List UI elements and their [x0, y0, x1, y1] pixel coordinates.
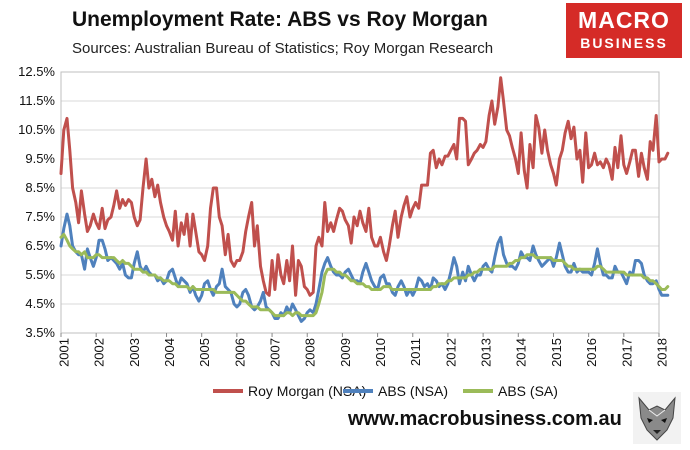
x-tick-label: 2015 — [549, 338, 564, 367]
y-tick-label: 12.5% — [18, 64, 55, 79]
x-tick-label: 2016 — [584, 338, 599, 367]
x-tick-label: 2006 — [232, 338, 247, 367]
x-tick-label: 2004 — [162, 338, 177, 367]
axes: 3.5% 4.5% 5.5% 6.5% 7.5% 8.5% 9.5% 10.5% 11.5% 12… — [18, 64, 669, 367]
y-tick-label: 11.5% — [19, 93, 55, 108]
x-tick-label: 2003 — [127, 338, 142, 367]
x-tick-label: 2011 — [408, 338, 423, 366]
legend-label: ABS (SA) — [498, 383, 558, 399]
x-tick-label: 2005 — [197, 338, 212, 367]
y-tick-label: 5.5% — [25, 267, 55, 282]
gridlines — [61, 71, 659, 334]
series-line-abs-sa — [59, 232, 670, 318]
x-tick-label: 2010 — [373, 338, 388, 367]
website-url: www.macrobusiness.com.au — [348, 408, 622, 430]
plot-frame — [60, 71, 660, 334]
x-tick-label: 2012 — [443, 338, 458, 367]
x-tick-label: 2013 — [479, 338, 494, 367]
x-tick-label: 2001 — [56, 338, 71, 367]
x-tick-label: 2017 — [619, 338, 634, 367]
y-tick-label: 7.5% — [25, 209, 55, 224]
x-tick-label: 2018 — [654, 338, 669, 367]
legend-label: ABS (NSA) — [378, 383, 448, 399]
macrobusiness-logo: MACRO BUSINESS — [566, 3, 682, 58]
x-tick-label: 2009 — [338, 338, 353, 367]
y-tick-label: 9.5% — [25, 151, 55, 166]
line-chart: 3.5% 4.5% 5.5% 6.5% 7.5% 8.5% 9.5% 10.5% 11.5% 12… — [18, 64, 670, 399]
legend: Roy Morgan (NSA) ABS (NSA) ABS (SA) — [213, 383, 558, 399]
logo-line-1: MACRO — [578, 7, 670, 33]
series-line-roy-morgan-nsa — [59, 76, 670, 297]
x-tick-label: 2008 — [303, 338, 318, 367]
legend-label: Roy Morgan (NSA) — [248, 383, 366, 399]
x-tick-label: 2007 — [267, 338, 282, 367]
chart-subtitle: Sources: Australian Bureau of Statistics… — [72, 40, 494, 57]
y-tick-label: 6.5% — [25, 238, 55, 253]
y-tick-label: 3.5% — [25, 325, 55, 340]
y-tick-label: 10.5% — [18, 122, 55, 137]
y-tick-label: 8.5% — [25, 180, 55, 195]
chart-title: Unemployment Rate: ABS vs Roy Morgan — [72, 8, 488, 31]
series-lines — [59, 76, 670, 323]
wolf-mascot-icon — [633, 392, 681, 444]
logo-line-2: BUSINESS — [580, 35, 668, 51]
x-tick-label: 2002 — [92, 338, 107, 367]
y-tick-label: 4.5% — [25, 296, 55, 311]
x-tick-label: 2014 — [514, 338, 529, 367]
